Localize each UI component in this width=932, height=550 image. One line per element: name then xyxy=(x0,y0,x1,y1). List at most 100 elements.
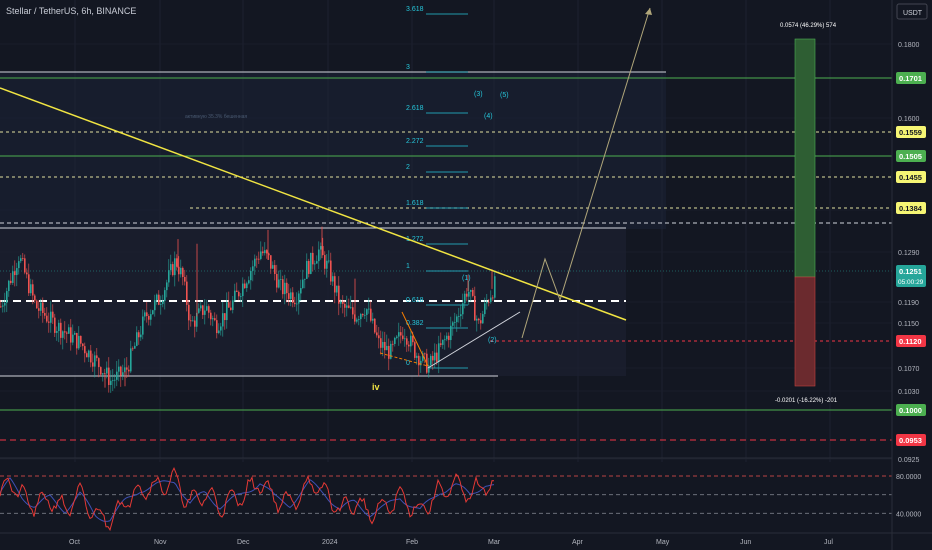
candle-body xyxy=(444,339,446,341)
wave-label: (1) xyxy=(462,275,471,282)
wave-label-iv: iv xyxy=(372,382,380,392)
candle-body xyxy=(234,290,236,301)
candle-body xyxy=(432,355,434,361)
price-axis-tags: 0.1701 0.1559 0.1505 0.1455 0.1384 0.1120 0.10… xyxy=(896,72,926,446)
candle-body xyxy=(202,305,204,315)
candle-body xyxy=(454,322,456,323)
candle-body xyxy=(250,270,252,281)
candle-body xyxy=(206,306,208,311)
candle-body xyxy=(244,283,246,289)
candle-body xyxy=(396,336,398,338)
candle-body xyxy=(330,260,332,282)
candle-body xyxy=(122,372,124,376)
candle-body xyxy=(192,320,194,322)
candle-body xyxy=(222,313,224,327)
candle-body xyxy=(172,264,174,276)
candle-body xyxy=(90,350,92,363)
ascending-support xyxy=(427,311,521,369)
candle-body xyxy=(208,306,210,313)
candle-body xyxy=(456,316,458,323)
candle-body xyxy=(472,289,474,296)
candle-body xyxy=(308,261,310,274)
candle-body xyxy=(392,343,394,345)
candle-body xyxy=(338,285,340,304)
rsi-signal-line xyxy=(0,477,495,522)
candle-body xyxy=(288,293,290,299)
candle-body xyxy=(106,367,108,374)
candle-body xyxy=(38,308,40,311)
arrow-head xyxy=(645,8,652,15)
candle-body xyxy=(100,367,102,375)
candle-body xyxy=(218,330,220,334)
candle-body xyxy=(168,270,170,283)
candle-body xyxy=(282,279,284,295)
countdown-label: 05:00:29 xyxy=(898,279,924,286)
candle-body xyxy=(158,294,160,305)
candle-body xyxy=(486,301,488,304)
candle-body xyxy=(320,246,322,250)
candle-body xyxy=(318,249,320,262)
fib-label: 1.618 xyxy=(406,200,424,207)
candle-body xyxy=(322,246,324,256)
candle-body xyxy=(484,303,486,315)
rsi-pane xyxy=(0,462,892,532)
candle-body xyxy=(408,344,410,347)
candle-body xyxy=(140,334,142,338)
candle-body xyxy=(62,331,64,338)
time-tick-label: 2024 xyxy=(322,539,338,546)
candle-body xyxy=(92,362,94,367)
candle-body xyxy=(136,332,138,346)
candle-body xyxy=(30,284,32,294)
candle-body xyxy=(154,300,156,311)
symbol-title: Stellar / TetherUS, 6h, BINANCE xyxy=(6,6,137,16)
candle-body xyxy=(148,316,150,320)
candle-body xyxy=(364,314,366,316)
candle-body xyxy=(186,281,188,305)
candle-body xyxy=(12,271,14,283)
candle-body xyxy=(54,317,56,333)
candle-body xyxy=(406,338,408,345)
candle-body xyxy=(412,335,414,343)
candle-body xyxy=(36,300,38,309)
candle-body xyxy=(252,266,254,271)
candle-body xyxy=(96,355,98,359)
price-tick-label: 0.1600 xyxy=(898,116,920,123)
price-tick-label: 0.1070 xyxy=(898,366,920,373)
candle-body xyxy=(440,343,442,345)
candle-body xyxy=(360,314,362,320)
candle-body xyxy=(224,313,226,321)
candle-body xyxy=(160,304,162,305)
candle-body xyxy=(374,318,376,333)
candle-body xyxy=(370,308,372,321)
long-position-tool[interactable]: 0.0574 (46.29%) 574 -0.0201 (-16.22%) -20… xyxy=(775,23,838,404)
price-tag-label: 0.1505 xyxy=(899,152,922,161)
candle-body xyxy=(134,345,136,349)
price-tag-label: 0.1701 xyxy=(899,74,922,83)
candle-body xyxy=(164,290,166,301)
candle-body xyxy=(142,316,144,335)
candle-body xyxy=(368,308,370,310)
candle-body xyxy=(190,320,192,322)
candle-body xyxy=(88,350,90,358)
candle-body xyxy=(176,258,178,267)
candle-body xyxy=(464,293,466,304)
candle-body xyxy=(460,314,462,317)
time-tick-label: Jul xyxy=(824,539,833,546)
candle-body xyxy=(156,294,158,301)
candle-body xyxy=(384,341,386,351)
candle-body xyxy=(4,302,6,306)
candle-body xyxy=(162,300,164,305)
fib-label: 1 xyxy=(406,263,410,270)
candle-body xyxy=(138,332,140,338)
candle-body xyxy=(42,302,44,314)
currency-button[interactable] xyxy=(896,3,928,20)
candle-body xyxy=(358,319,360,320)
candle-body xyxy=(74,332,76,335)
price-tick-label: 0.1190 xyxy=(898,300,919,307)
candle-body xyxy=(204,310,206,315)
candle-body xyxy=(58,322,60,332)
candle-body xyxy=(256,258,258,260)
candle-body xyxy=(342,301,344,304)
candle-body xyxy=(394,337,396,344)
